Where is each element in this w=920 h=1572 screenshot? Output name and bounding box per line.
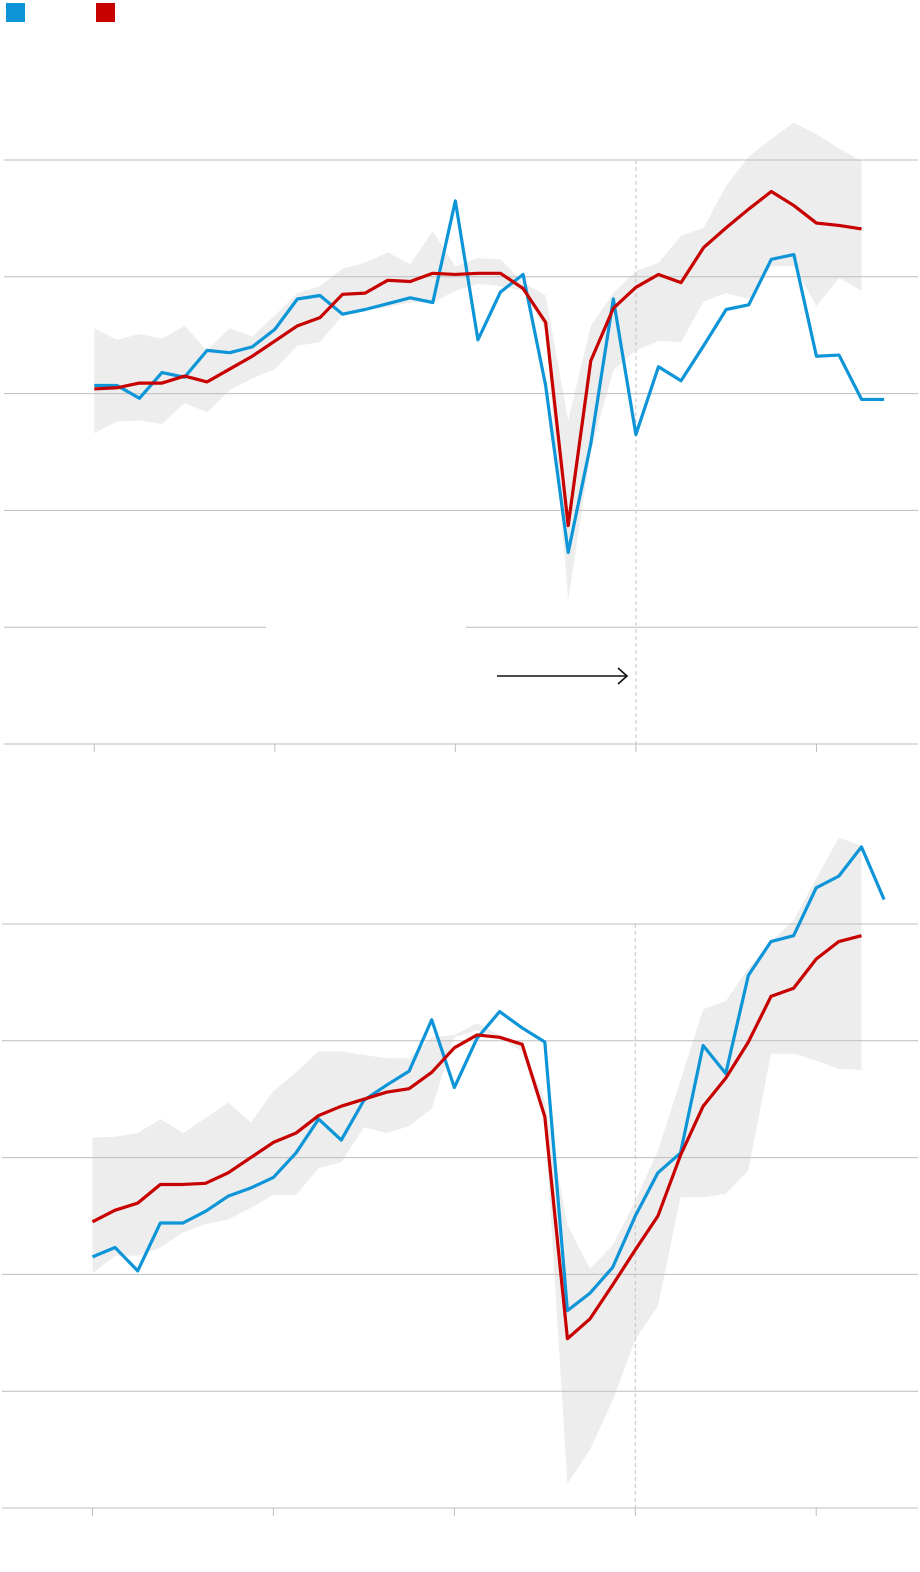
series-line xyxy=(91,934,862,1341)
series-line xyxy=(94,199,885,555)
annotation-arrowhead xyxy=(617,667,629,685)
series-line xyxy=(91,845,886,1313)
legend-swatch xyxy=(6,3,25,22)
series-line xyxy=(94,189,862,528)
range-band xyxy=(92,837,862,1484)
range-band xyxy=(94,122,862,601)
legend-swatch xyxy=(96,3,115,22)
label-gap xyxy=(266,625,466,630)
